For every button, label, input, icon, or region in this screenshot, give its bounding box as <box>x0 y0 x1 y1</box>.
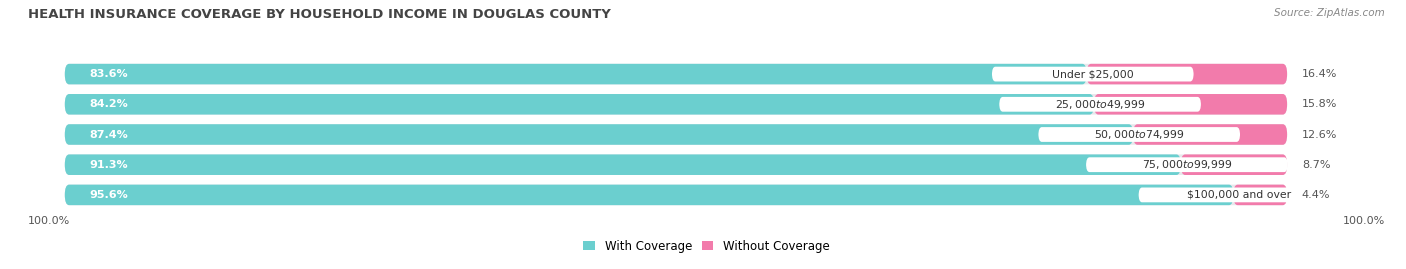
Text: Under $25,000: Under $25,000 <box>1052 69 1133 79</box>
Text: 100.0%: 100.0% <box>28 215 70 226</box>
Text: 15.8%: 15.8% <box>1302 99 1337 109</box>
Text: 95.6%: 95.6% <box>89 190 128 200</box>
FancyBboxPatch shape <box>1133 124 1286 145</box>
FancyBboxPatch shape <box>65 64 1087 84</box>
FancyBboxPatch shape <box>65 94 1286 115</box>
Text: $25,000 to $49,999: $25,000 to $49,999 <box>1054 98 1146 111</box>
FancyBboxPatch shape <box>1181 154 1286 175</box>
FancyBboxPatch shape <box>1087 64 1286 84</box>
FancyBboxPatch shape <box>1000 97 1201 112</box>
FancyBboxPatch shape <box>65 185 1233 205</box>
Text: 91.3%: 91.3% <box>89 160 128 170</box>
FancyBboxPatch shape <box>65 94 1094 115</box>
Text: $75,000 to $99,999: $75,000 to $99,999 <box>1142 158 1232 171</box>
Text: Source: ZipAtlas.com: Source: ZipAtlas.com <box>1274 8 1385 18</box>
Legend: With Coverage, Without Coverage: With Coverage, Without Coverage <box>583 240 830 253</box>
Text: HEALTH INSURANCE COVERAGE BY HOUSEHOLD INCOME IN DOUGLAS COUNTY: HEALTH INSURANCE COVERAGE BY HOUSEHOLD I… <box>28 8 612 21</box>
FancyBboxPatch shape <box>1139 187 1340 202</box>
Text: 84.2%: 84.2% <box>89 99 128 109</box>
FancyBboxPatch shape <box>1233 185 1286 205</box>
Text: $50,000 to $74,999: $50,000 to $74,999 <box>1094 128 1184 141</box>
FancyBboxPatch shape <box>65 124 1133 145</box>
FancyBboxPatch shape <box>65 64 1286 84</box>
FancyBboxPatch shape <box>65 154 1286 175</box>
Text: 8.7%: 8.7% <box>1302 160 1330 170</box>
FancyBboxPatch shape <box>65 124 1286 145</box>
Text: 12.6%: 12.6% <box>1302 129 1337 140</box>
Text: 87.4%: 87.4% <box>89 129 128 140</box>
Text: 16.4%: 16.4% <box>1302 69 1337 79</box>
FancyBboxPatch shape <box>1039 127 1240 142</box>
FancyBboxPatch shape <box>1094 94 1286 115</box>
FancyBboxPatch shape <box>65 185 1286 205</box>
FancyBboxPatch shape <box>991 67 1194 82</box>
Text: 100.0%: 100.0% <box>1343 215 1385 226</box>
Text: 83.6%: 83.6% <box>89 69 128 79</box>
FancyBboxPatch shape <box>65 154 1181 175</box>
Text: 4.4%: 4.4% <box>1302 190 1330 200</box>
Text: $100,000 and over: $100,000 and over <box>1188 190 1292 200</box>
FancyBboxPatch shape <box>1085 157 1288 172</box>
